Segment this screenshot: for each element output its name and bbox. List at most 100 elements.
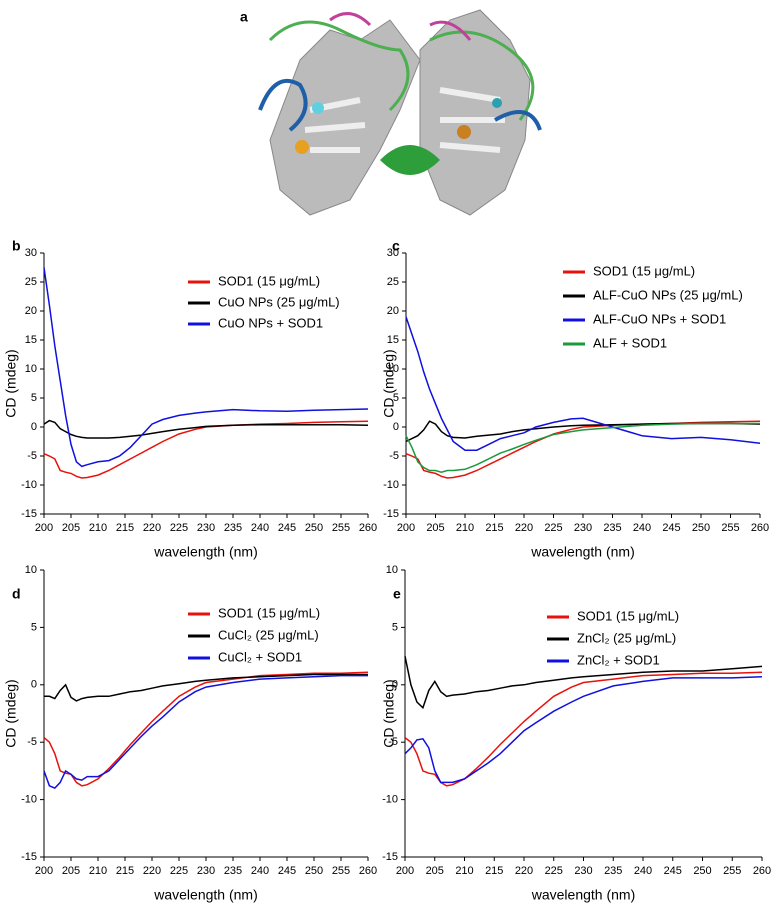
- panel-letter: e: [393, 586, 401, 602]
- x-tick-label: 230: [197, 865, 215, 877]
- legend-label: CuO NPs (25 μg/mL): [218, 294, 340, 309]
- y-tick-label: -10: [382, 794, 398, 806]
- y-axis-label: CD (mdeg): [3, 679, 19, 747]
- x-tick-label: 225: [545, 865, 563, 877]
- legend-label: SOD1 (15 μg/mL): [577, 608, 679, 623]
- zinc-ion: [312, 102, 324, 114]
- data-line: [43, 419, 369, 439]
- protein-structure: a: [240, 9, 542, 216]
- y-tick-label: 20: [25, 305, 37, 317]
- y-tick-label: 10: [25, 564, 37, 576]
- y-tick-label: 30: [25, 247, 37, 259]
- x-axis-label: wavelength (nm): [153, 544, 258, 560]
- y-axis-label: CD (mdeg): [3, 349, 19, 417]
- chart: d -15 -10 -5 0 5 10 200 205 210 215 220 225 230 235 240…: [3, 564, 377, 903]
- y-tick-label: 10: [387, 363, 399, 375]
- beta-strands: [304, 87, 505, 153]
- legend-label: CuCl₂ + SOD1: [218, 649, 302, 664]
- legend-label: CuCl₂ (25 μg/mL): [218, 627, 319, 642]
- ribbon: [419, 9, 531, 216]
- x-tick-label: 260: [753, 865, 771, 877]
- x-tick-label: 210: [89, 522, 107, 534]
- y-tick-label: 15: [25, 334, 37, 346]
- y-tick-label: -10: [383, 479, 399, 491]
- chart: b -15 -10 -5 0 5 10 15 20 25 30 200 205 210 215 220 225 2…: [3, 238, 377, 560]
- x-tick-label: 220: [515, 522, 533, 534]
- chart: e -15 -10 -5 0 5 10 200 205 210 215 220 225 230 235 240…: [381, 564, 771, 903]
- x-tick-label: 235: [224, 522, 242, 534]
- data-line: [404, 655, 763, 710]
- y-tick-label: 5: [31, 621, 37, 633]
- x-tick-label: 255: [721, 522, 739, 534]
- x-tick-label: 255: [332, 865, 350, 877]
- y-tick-label: 25: [387, 276, 399, 288]
- y-tick-label: 10: [386, 564, 398, 576]
- y-tick-label: -10: [21, 794, 37, 806]
- x-tick-label: 240: [633, 522, 651, 534]
- x-tick-label: 225: [170, 865, 188, 877]
- y-tick-label: 5: [393, 392, 399, 404]
- x-tick-label: 210: [455, 865, 473, 877]
- helix-green: [380, 145, 440, 175]
- data-line: [43, 671, 369, 787]
- x-tick-label: 205: [426, 522, 444, 534]
- data-line: [404, 671, 763, 787]
- x-tick-label: 240: [251, 522, 269, 534]
- x-tick-label: 245: [278, 865, 296, 877]
- x-tick-label: 250: [305, 865, 323, 877]
- x-tick-label: 200: [396, 865, 414, 877]
- y-tick-label: -5: [27, 736, 37, 748]
- x-tick-label: 245: [662, 522, 680, 534]
- y-tick-label: 0: [31, 421, 37, 433]
- y-tick-label: 20: [387, 305, 399, 317]
- x-tick-label: 215: [116, 522, 134, 534]
- y-tick-label: 5: [31, 392, 37, 404]
- y-tick-label: 10: [25, 363, 37, 375]
- x-tick-label: 230: [574, 522, 592, 534]
- x-tick-label: 220: [143, 522, 161, 534]
- y-tick-label: -10: [21, 479, 37, 491]
- data-line: [44, 673, 368, 702]
- x-tick-label: 215: [485, 865, 503, 877]
- x-tick-label: 215: [485, 522, 503, 534]
- y-tick-label: -5: [389, 450, 399, 462]
- legend-label: SOD1 (15 μg/mL): [218, 605, 320, 620]
- data-line: [405, 316, 761, 451]
- y-tick-label: 5: [392, 621, 398, 633]
- x-tick-label: 205: [426, 865, 444, 877]
- legend-label: ALF-CuO NPs + SOD1: [593, 311, 726, 326]
- copper-ion: [295, 140, 309, 154]
- x-tick-label: 235: [604, 865, 622, 877]
- x-tick-label: 220: [515, 865, 533, 877]
- x-tick-label: 260: [359, 522, 377, 534]
- y-tick-label: -5: [388, 736, 398, 748]
- legend-label: ALF-CuO NPs (25 μg/mL): [593, 287, 743, 302]
- panel-letter: c: [392, 238, 400, 254]
- y-axis-label: CD (mdeg): [381, 349, 397, 417]
- y-tick-label: -15: [382, 851, 398, 863]
- x-tick-label: 240: [251, 865, 269, 877]
- panel-letter: d: [12, 586, 21, 602]
- x-tick-label: 255: [723, 865, 741, 877]
- x-axis-label: wavelength (nm): [531, 887, 636, 903]
- y-tick-label: 0: [393, 421, 399, 433]
- x-tick-label: 220: [143, 865, 161, 877]
- x-tick-label: 215: [116, 865, 134, 877]
- copper-ion: [457, 125, 471, 139]
- x-tick-label: 230: [574, 865, 592, 877]
- data-line: [405, 420, 761, 443]
- y-tick-label: 25: [25, 276, 37, 288]
- x-tick-label: 245: [278, 522, 296, 534]
- panel-letter: a: [240, 9, 248, 25]
- data-line: [405, 422, 760, 473]
- x-tick-label: 250: [305, 522, 323, 534]
- x-tick-label: 210: [89, 865, 107, 877]
- x-axis-label: wavelength (nm): [530, 544, 635, 560]
- x-tick-label: 225: [544, 522, 562, 534]
- data-line: [43, 674, 368, 789]
- x-tick-label: 240: [634, 865, 652, 877]
- panel-letter: b: [12, 238, 21, 254]
- x-tick-label: 260: [359, 865, 377, 877]
- loop-pink: [329, 12, 472, 41]
